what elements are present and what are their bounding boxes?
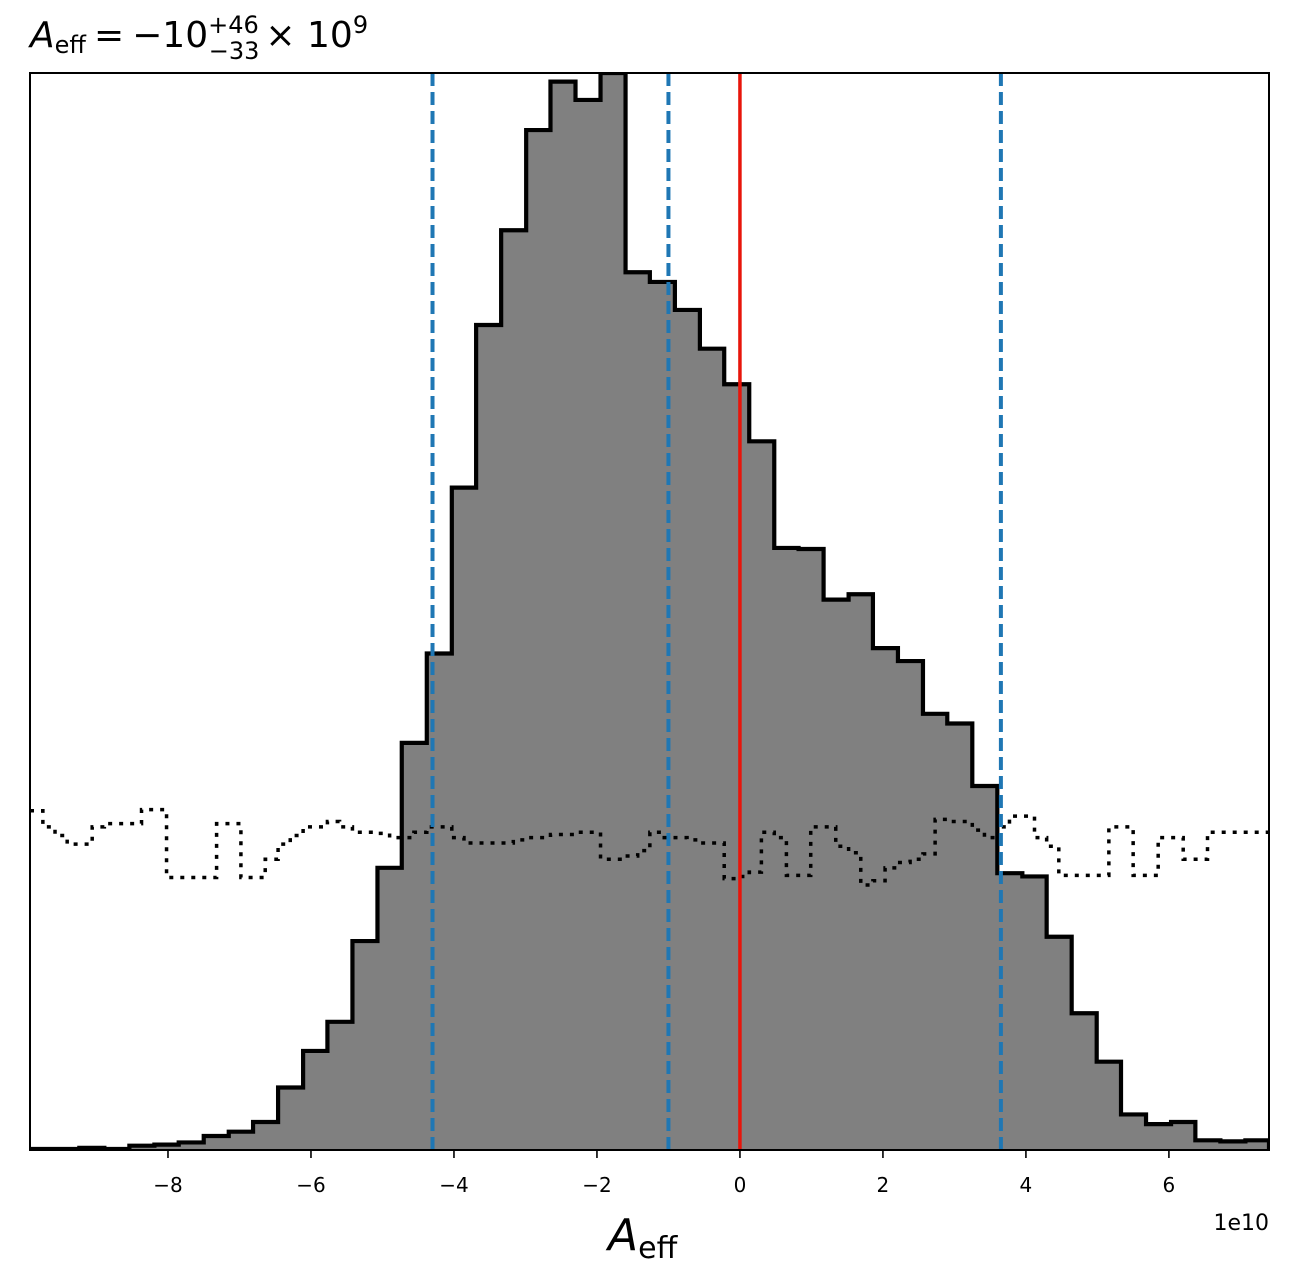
posterior-bar [550,81,577,1150]
posterior-bar [699,348,725,1150]
posterior-bar [972,785,998,1150]
posterior-bar [278,1087,304,1150]
x-axis-label-sub: eff [638,1231,678,1266]
posterior-bar [774,547,800,1150]
title-equals: = [94,15,124,56]
posterior-bar [1195,1140,1221,1150]
posterior-bar [154,1144,180,1150]
posterior-bar [1096,1061,1122,1150]
title-exponent: 9 [353,11,368,39]
posterior-bar [600,73,627,1150]
title-lower: −33 [209,37,260,65]
plot-area: −8 −6 −4 −2 0 2 4 6 [29,72,1270,1197]
posterior-bar [129,1145,156,1150]
x-tick-label: 0 [734,1173,747,1197]
x-tick-label: 2 [877,1173,890,1197]
x-tick-label: −6 [296,1173,325,1197]
posterior-bar [625,272,651,1150]
posterior-bar [1046,936,1073,1150]
posterior-bar [575,99,602,1150]
posterior-bar [377,867,403,1150]
posterior-bar [1171,1121,1196,1150]
posterior-bar [501,230,527,1150]
posterior-bar [178,1142,205,1150]
plot-frame [29,72,1270,1151]
posterior-bar [451,487,477,1150]
posterior-bar [401,742,428,1150]
posterior-bar [749,441,775,1150]
posterior-bar [848,594,874,1150]
posterior-bar [352,941,379,1150]
posterior-bar [897,661,924,1150]
posterior-bar [947,723,973,1150]
posterior-bar [1220,1141,1247,1150]
posterior-bar [823,599,850,1150]
posterior-bar [674,309,701,1150]
posterior-bar [1121,1114,1147,1150]
x-tick-label: −4 [439,1173,468,1197]
title-upper: +46 [208,11,259,39]
posterior-bar [1245,1140,1269,1150]
posterior-bar [303,1050,329,1150]
posterior-bar [724,384,750,1150]
title-times: × 10 [265,15,352,56]
posterior-bar [253,1121,279,1150]
posterior-bar [1071,1013,1098,1150]
x-axis-offset-label: 1e10 [1213,1211,1269,1236]
x-tick-label: 6 [1163,1173,1176,1197]
title-value: −10 [132,15,208,56]
x-tick-label: 4 [1020,1173,1033,1197]
posterior-bar [526,130,552,1150]
posterior-bar [476,325,502,1150]
posterior-bar [228,1131,254,1150]
x-tick-label: −2 [582,1173,611,1197]
posterior-bar [922,713,948,1150]
posterior-bar [1022,876,1048,1150]
posterior-bar [872,648,899,1150]
x-axis-label-symbol: A [605,1210,638,1261]
posterior-bar [1146,1124,1172,1150]
posterior-bar [798,549,825,1150]
title-symbol: A [28,15,55,56]
x-tick-label: −8 [153,1173,182,1197]
posterior-bar [203,1135,230,1150]
posterior-outline [30,73,1269,1150]
title-symbol-sub: eff [55,31,87,59]
chart-title: Aeff = −10+46 −33 × 109 [28,11,368,65]
x-axis-label: Aeff [605,1210,679,1266]
posterior-bar [649,281,676,1150]
posterior-bar [327,1021,354,1150]
